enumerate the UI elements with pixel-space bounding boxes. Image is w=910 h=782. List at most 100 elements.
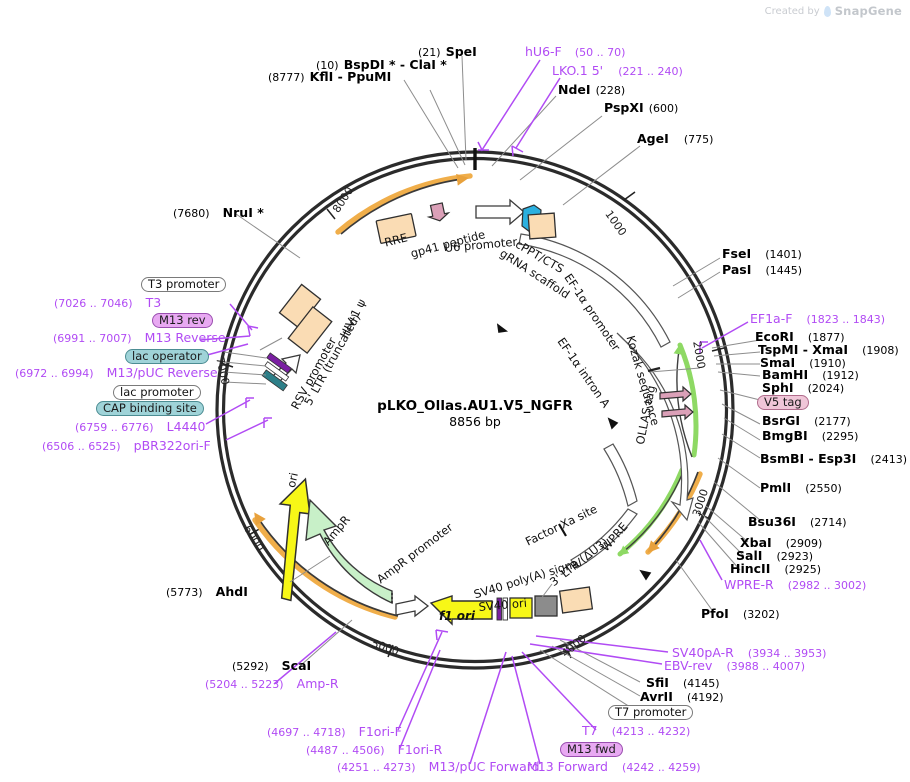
enzyme-label-sfii[interactable]: SfiI (4145): [646, 674, 720, 691]
enzyme-name: SfiI: [646, 675, 669, 690]
enzyme-name: SpeI: [445, 44, 477, 59]
plasmid-size: 8856 bp: [449, 414, 501, 429]
feature-gp41-peptide: [426, 202, 451, 222]
primer-label-l4440[interactable]: (6759 .. 6776) L4440: [75, 418, 205, 435]
enzyme-pos: (2550): [805, 482, 842, 495]
snapgene-watermark: Created by SnapGene: [765, 4, 902, 18]
primer-range: (4242 .. 4259): [622, 761, 701, 774]
enzyme-label-bsu36i[interactable]: Bsu36I (2714): [748, 513, 847, 530]
primer-name: M13 Reverse: [144, 330, 226, 345]
primer-range: (3934 .. 3953): [747, 647, 827, 660]
primer-label-sv40pa-r[interactable]: SV40pA-R (3934 .. 3953): [672, 644, 826, 661]
primer-label-m13-forward[interactable]: M13 Forward (4242 .. 4259): [527, 758, 701, 775]
enzyme-pos: (1910): [809, 357, 846, 370]
chip-label: CAP binding site: [96, 401, 204, 417]
chip-t7-promoter[interactable]: T7 promoter: [608, 703, 694, 721]
enzyme-label-scai[interactable]: (5292) ScaI: [232, 657, 311, 674]
enzyme-label-spei[interactable]: (21) SpeI: [418, 43, 477, 60]
enzyme-label-bspdi-clai[interactable]: (10) BspDI * - ClaI *: [316, 56, 447, 73]
enzyme-pos: (10): [316, 59, 339, 72]
primer-label-t3[interactable]: (7026 .. 7046) T3: [54, 294, 161, 311]
primer-range: (4697 .. 4718): [267, 726, 346, 739]
enzyme-label-avrii[interactable]: AvrII (4192): [640, 688, 724, 705]
enzyme-label-sali[interactable]: SalI (2923): [736, 547, 813, 564]
enzyme-label-pasi[interactable]: PasI (1445): [722, 261, 802, 278]
orange-arc-outline: [254, 173, 699, 617]
enzyme-name: SphI: [762, 380, 794, 395]
primer-range: (221 .. 240): [618, 65, 683, 78]
enzyme-name: XbaI: [740, 535, 772, 550]
primer-label-m13-puc-reverse[interactable]: (6972 .. 6994) M13/pUC Reverse: [15, 364, 218, 381]
primer-label-wpre-r[interactable]: WPRE-R (2982 .. 3002): [724, 576, 866, 593]
enzyme-label-pspxi[interactable]: PspXI (600): [604, 99, 678, 116]
primer-range: (4487 .. 4506): [306, 744, 385, 757]
enzyme-name: BsrGI: [762, 413, 801, 428]
feature-5ltr-psi: [278, 283, 333, 355]
enzyme-pos: (2714): [810, 516, 847, 529]
primer-label-pbr322ori-f[interactable]: (6506 .. 6525) pBR322ori-F: [42, 437, 211, 454]
wpre-band: [603, 443, 638, 507]
primer-label-m13-puc-forward[interactable]: (4251 .. 4273) M13/pUC Forward: [337, 758, 540, 775]
primer-name: SV40pA-R: [672, 645, 734, 660]
enzyme-name: HincII: [730, 561, 771, 576]
enzyme-label-pfoi[interactable]: PfoI (3202): [701, 605, 780, 622]
enzyme-name: SalI: [736, 548, 763, 563]
primer-label-ef1a-f[interactable]: EF1a-F (1823 .. 1843): [750, 310, 885, 327]
primer-label-t7[interactable]: T7 (4213 .. 4232): [582, 722, 690, 739]
primer-label-lko1-5prime[interactable]: LKO.1 5' (221 .. 240): [552, 62, 683, 79]
outlined-feature-arcs: [518, 233, 694, 569]
feature-lac-cluster: [261, 352, 292, 392]
primer-name: L4440: [166, 419, 206, 434]
enzyme-pos: (2925): [784, 563, 822, 576]
primer-label-hu6-f[interactable]: hU6-F (50 .. 70): [525, 43, 625, 60]
chip-lac-operator[interactable]: lac operator: [125, 347, 209, 365]
chip-cap-binding-site[interactable]: CAP binding site: [96, 399, 204, 417]
enzyme-name: TspMI - XmaI: [758, 342, 848, 357]
primer-label-m13-reverse[interactable]: (6991 .. 7007) M13 Reverse: [53, 329, 226, 346]
enzyme-label-ndei[interactable]: NdeI (228): [558, 81, 625, 98]
enzyme-pos: (8777): [268, 71, 305, 84]
enzyme-pos: (21): [418, 46, 441, 59]
enzyme-label-bsrgi[interactable]: BsrGI (2177): [762, 412, 851, 429]
chip-label: M13 fwd: [560, 742, 623, 758]
plasmid-title-block: pLKO_Ollas.AU1.V5_NGFR 8856 bp: [355, 398, 595, 429]
primer-label-f1ori-r[interactable]: (4487 .. 4506) F1ori-R: [306, 741, 442, 758]
enzyme-label-fsei[interactable]: FseI (1401): [722, 245, 802, 262]
primer-label-amp-r[interactable]: (5204 .. 5223) Amp-R: [205, 675, 339, 692]
enzyme-label-bmgbi[interactable]: BmgBI (2295): [762, 427, 858, 444]
enzyme-name: PspXI: [604, 100, 644, 115]
primer-name: EF1a-F: [750, 311, 793, 326]
enzyme-label-xbai[interactable]: XbaI (2909): [740, 534, 822, 551]
enzyme-label-bamhi[interactable]: BamHI (1912): [762, 366, 859, 383]
primer-label-f1ori-f[interactable]: (4697 .. 4718) F1ori-F: [267, 723, 402, 740]
enzyme-pos: (4192): [686, 691, 724, 704]
enzyme-label-agei[interactable]: AgeI (775): [637, 130, 713, 147]
primer-range: (5204 .. 5223): [205, 678, 284, 691]
enzyme-label-ahdi[interactable]: (5773) AhdI: [166, 583, 248, 600]
enzyme-label-pmli[interactable]: PmlI (2550): [760, 479, 842, 496]
enzyme-label-tspmi-xmai[interactable]: TspMI - XmaI (1908): [758, 341, 899, 358]
enzyme-label-bsmbi-esp3i[interactable]: BsmBI - Esp3I (2413): [760, 450, 907, 467]
enzyme-pos: (5773): [166, 586, 203, 599]
enzyme-name: PfoI: [701, 606, 729, 621]
enzyme-label-smai[interactable]: SmaI (1910): [760, 354, 846, 371]
enzyme-label-sphi[interactable]: SphI (2024): [762, 379, 844, 396]
enzyme-pos: (3202): [742, 608, 780, 621]
primer-name: M13/pUC Reverse: [106, 365, 218, 380]
enzyme-pos: (4145): [683, 677, 720, 690]
enzyme-label-nrui[interactable]: (7680) NruI *: [173, 204, 264, 221]
enzyme-pos: (2024): [807, 382, 845, 395]
enzyme-label-kfli-ppumi[interactable]: (8777) KflI - PpuMI: [268, 68, 391, 85]
chip-lac-promoter[interactable]: lac promoter: [113, 383, 201, 401]
enzyme-label-hincii[interactable]: HincII (2925): [730, 560, 821, 577]
primer-name: Amp-R: [296, 676, 339, 691]
chip-m13-fwd[interactable]: M13 fwd: [560, 740, 623, 758]
chip-m13-rev[interactable]: M13 rev: [152, 311, 213, 329]
enzyme-name: EcoRI: [755, 329, 794, 344]
snapgene-drop-icon: [823, 5, 831, 17]
chip-t3-promoter[interactable]: T3 promoter: [141, 275, 227, 293]
primer-label-ebv-rev[interactable]: EBV-rev (3988 .. 4007): [664, 657, 805, 674]
chip-v5-tag[interactable]: V5 tag: [757, 393, 809, 411]
enzyme-label-ecori[interactable]: EcoRI (1877): [755, 328, 844, 345]
